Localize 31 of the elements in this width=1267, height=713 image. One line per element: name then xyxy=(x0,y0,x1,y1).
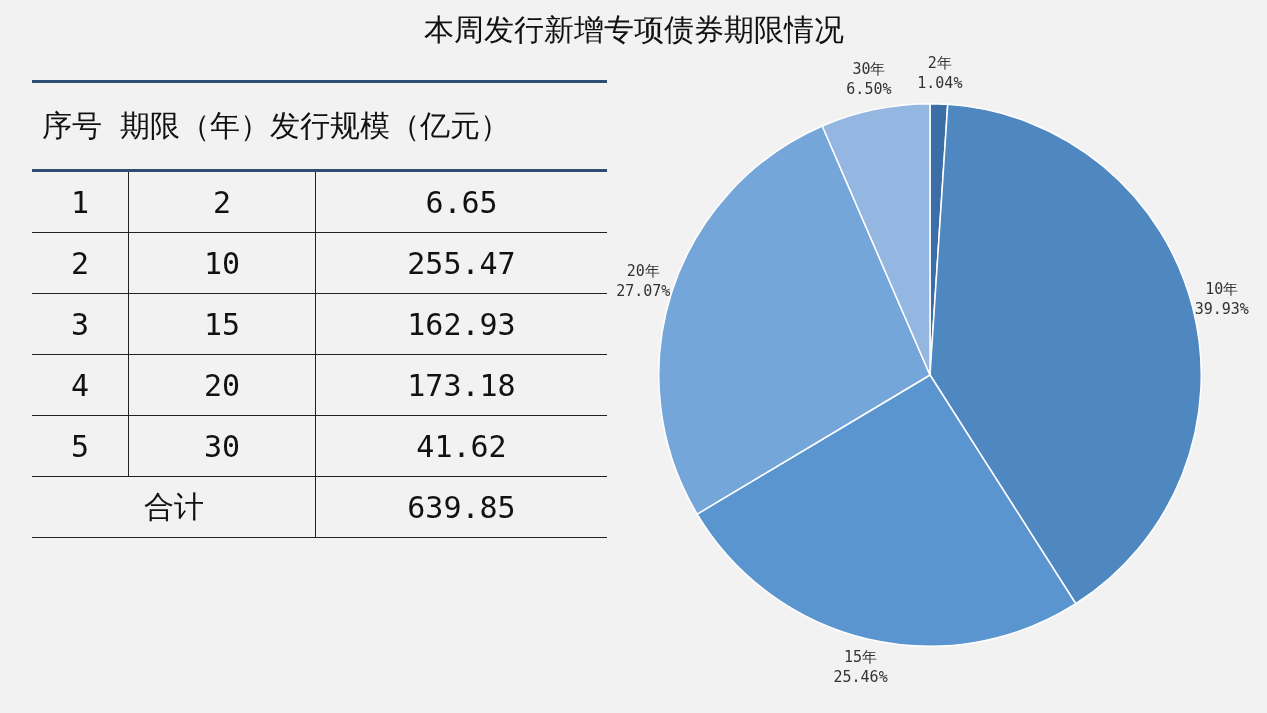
slice-label: 30年 xyxy=(852,59,886,78)
text: 序号 xyxy=(41,107,102,143)
slice-label: 10年 xyxy=(1205,280,1239,299)
text: 30 xyxy=(128,415,316,477)
text: 5 xyxy=(32,415,129,477)
text: 3 xyxy=(32,293,129,355)
slice-label: 20年 xyxy=(626,262,660,281)
text: 162.93 xyxy=(315,293,607,355)
data-label: 39.93% xyxy=(1194,300,1249,319)
text: 173.18 xyxy=(315,354,607,416)
text: 6.65 xyxy=(315,170,607,233)
data-label: 1.04% xyxy=(917,73,963,92)
data-label: 6.50% xyxy=(846,79,892,98)
text: 4 xyxy=(32,354,129,416)
data-label: 25.46% xyxy=(833,668,888,687)
text: 15 xyxy=(128,293,316,355)
text: 2 xyxy=(128,170,316,233)
data-label: 27.07% xyxy=(616,282,671,301)
text: 期限（年） xyxy=(120,107,271,143)
text: 41.62 xyxy=(315,415,607,477)
slice-label: 15年 xyxy=(844,648,878,667)
text: 20 xyxy=(128,354,316,416)
text: 合计 xyxy=(32,476,316,538)
slice-label: 2年 xyxy=(927,53,952,72)
text: 255.47 xyxy=(315,232,607,294)
text: 发行规模（亿元） xyxy=(270,107,511,143)
text: 2 xyxy=(32,232,129,294)
text: 639.85 xyxy=(407,489,516,525)
text: 10 xyxy=(128,232,316,294)
chart-title: 本周发行新增专项债券期限情况 xyxy=(422,11,845,49)
text: 1 xyxy=(32,170,129,233)
